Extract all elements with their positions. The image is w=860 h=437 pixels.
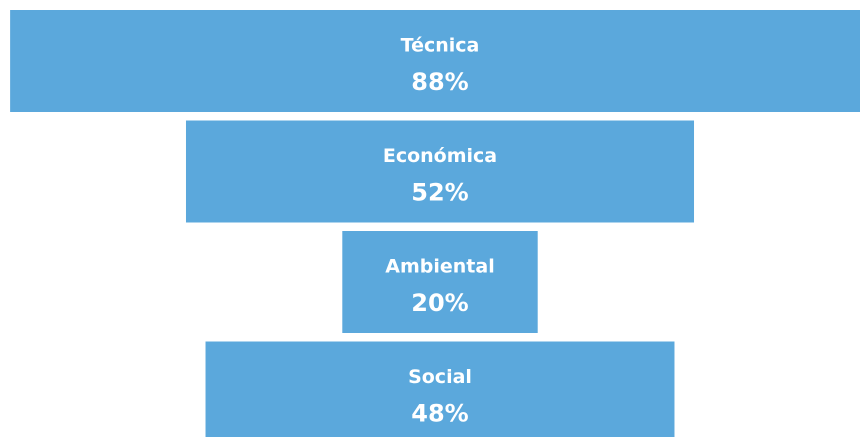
category-label: Ambiental [385,256,494,278]
funnel-bar [10,10,860,112]
value-label: 52% [411,179,468,207]
funnel-bar [205,341,675,437]
funnel-bar [342,231,538,333]
category-label: Técnica [401,35,480,57]
value-label: 48% [411,400,468,428]
category-label: Económica [383,145,497,167]
category-label: Social [408,366,472,388]
funnel-bar [185,120,695,223]
value-label: 88% [411,68,468,96]
value-label: 20% [411,289,468,317]
